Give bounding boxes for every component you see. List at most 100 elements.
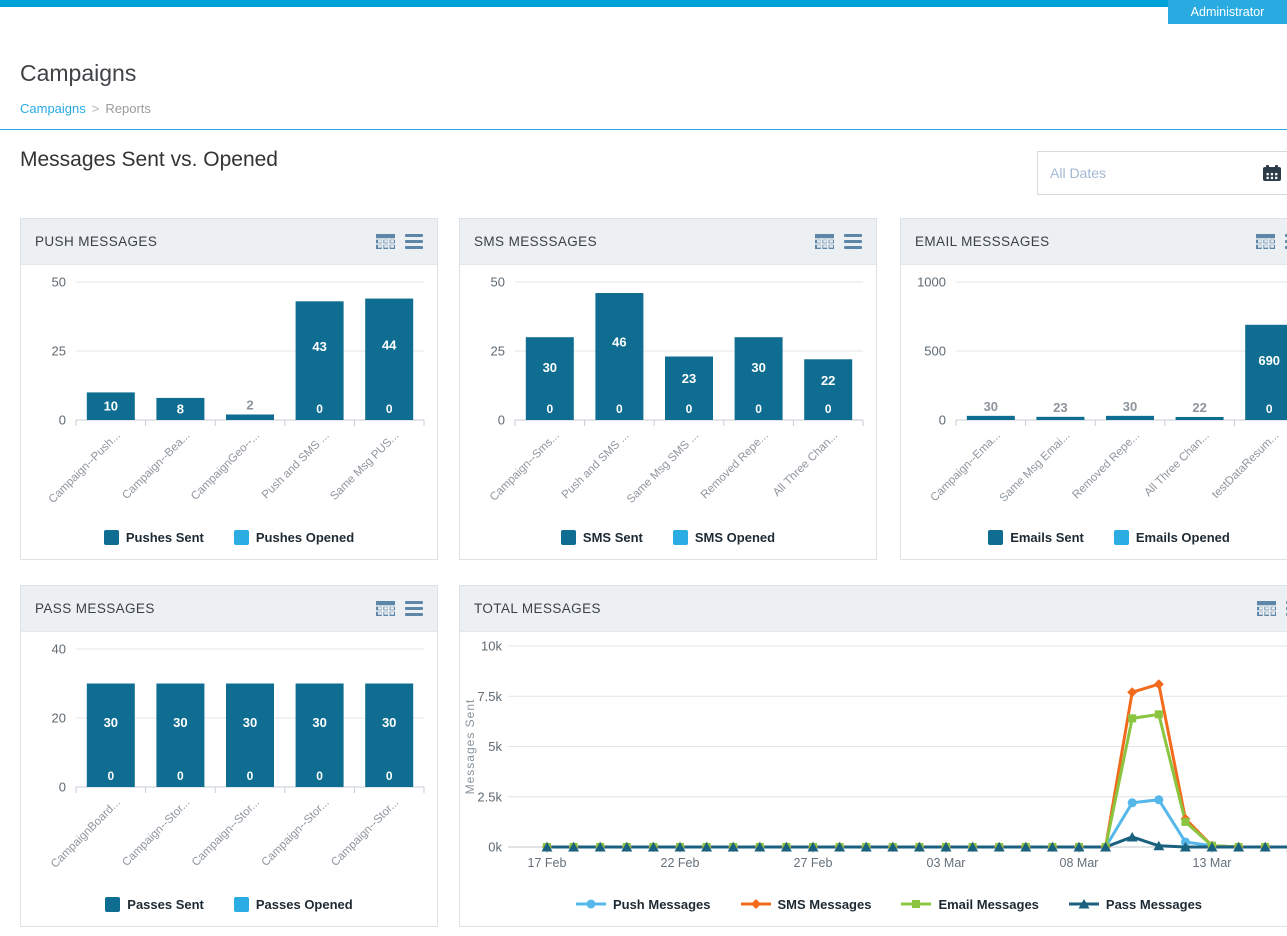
push-legend: Pushes Sent Pushes Opened [21,515,437,559]
legend-item[interactable]: SMS Sent [560,529,643,545]
legend-swatch [1068,899,1099,909]
menu-icon[interactable] [405,234,423,249]
svg-text:CampaignGeo--...: CampaignGeo--... [189,430,262,503]
date-filter-value: All Dates [1050,165,1107,181]
legend-item[interactable]: Passes Opened [233,896,353,912]
svg-text:Push and SMS ...: Push and SMS ... [560,430,632,502]
date-filter-input[interactable]: All Dates [1037,151,1287,195]
svg-text:27 Feb: 27 Feb [794,856,833,870]
svg-text:Removed Repe...: Removed Repe... [699,430,771,502]
svg-text:0: 0 [1266,402,1273,416]
table-view-icon[interactable] [1257,601,1276,616]
svg-text:2: 2 [246,397,253,412]
section-title: Messages Sent vs. Opened [20,148,278,171]
legend-item[interactable]: Emails Sent [988,529,1084,545]
panel-title: SMS MESSSAGES [474,234,597,249]
legend-swatch [233,529,249,545]
svg-text:Removed Repe...: Removed Repe... [1070,430,1142,502]
panel-header: EMAIL MESSSAGES [901,219,1287,265]
svg-text:0: 0 [616,402,623,416]
panel-email-messages: EMAIL MESSSAGES 0 500 1000 30 Campaign--Ema..… [900,218,1287,560]
svg-text:0: 0 [386,769,393,783]
svg-text:44: 44 [382,338,397,353]
panel-sms-messages: SMS MESSSAGES 0 25 50 30 0 Campaign--Sms... 46 0… [459,218,877,560]
top-bar [0,0,1287,7]
sms-legend: SMS Sent SMS Opened [460,515,876,559]
breadcrumb: Campaigns > Reports [20,101,151,116]
svg-text:20: 20 [52,711,66,726]
calendar-icon[interactable] [1262,165,1282,182]
svg-text:0: 0 [498,413,505,428]
legend-swatch [672,529,688,545]
svg-text:Campaign--Ema...: Campaign--Ema... [928,430,1002,504]
panel-total-messages: TOTAL MESSAGES 0k 2.5k 5k 7.5k 10k Messages Se… [459,585,1287,927]
legend-item[interactable]: Email Messages [901,896,1039,912]
svg-text:Campaign--Stor...: Campaign--Stor... [260,797,332,869]
panel-header: PUSH MESSAGES [21,219,437,265]
breadcrumb-current: Reports [105,101,151,116]
legend-swatch [105,896,121,912]
legend-swatch [575,899,606,909]
svg-text:30: 30 [1123,399,1137,414]
legend-label: Email Messages [938,896,1039,912]
administrator-button[interactable]: Administrator [1168,0,1287,24]
email-legend: Emails Sent Emails Opened [901,515,1287,559]
svg-text:Messages Sent: Messages Sent [463,699,477,795]
menu-icon[interactable] [844,234,862,249]
table-view-icon[interactable] [1256,234,1275,249]
legend-item[interactable]: Pushes Sent [103,529,204,545]
legend-item[interactable]: SMS Opened [672,529,776,545]
svg-text:30: 30 [751,360,765,375]
legend-label: Pushes Sent [125,529,204,545]
legend-item[interactable]: Passes Sent [105,896,204,912]
table-view-icon[interactable] [376,601,395,616]
svg-text:30: 30 [543,360,557,375]
svg-text:23: 23 [682,371,696,386]
svg-text:30: 30 [382,715,396,730]
svg-text:30: 30 [104,715,118,730]
total-chart: 0k 2.5k 5k 7.5k 10k Messages Sent 17 Feb 22 Feb… [460,632,1287,882]
svg-text:testDataResum...: testDataResum... [1210,430,1281,501]
legend-label: Pushes Opened [255,529,355,545]
legend-label: SMS Sent [582,529,643,545]
svg-text:0k: 0k [488,840,502,855]
svg-text:Campaign--Stor...: Campaign--Stor... [329,797,401,869]
menu-icon[interactable] [1285,234,1287,249]
legend-item[interactable]: SMS Messages [740,897,871,912]
breadcrumb-campaigns-link[interactable]: Campaigns [20,101,86,116]
svg-text:0: 0 [939,413,946,428]
menu-icon[interactable] [405,601,423,616]
svg-text:Campaign--Push...: Campaign--Push... [47,430,123,506]
breadcrumb-separator: > [91,101,100,116]
svg-text:25: 25 [491,344,505,359]
svg-text:25: 25 [52,344,66,359]
svg-text:23: 23 [1053,400,1067,415]
table-view-icon[interactable] [376,234,395,249]
svg-text:43: 43 [312,339,326,354]
table-view-icon[interactable] [815,234,834,249]
legend-item[interactable]: Pass Messages [1068,897,1202,912]
svg-text:5k: 5k [488,739,502,754]
svg-text:30: 30 [173,715,187,730]
page-title: Campaigns [20,60,137,86]
svg-text:46: 46 [612,334,626,349]
legend-item[interactable]: Push Messages [575,896,711,912]
legend-item[interactable]: Pushes Opened [233,529,355,545]
legend-item[interactable]: Emails Opened [1113,529,1230,545]
svg-text:All Three Chan...: All Three Chan... [1142,430,1211,499]
legend-label: Push Messages [612,896,711,912]
svg-text:Same Msg SMS ...: Same Msg SMS ... [625,430,701,506]
svg-text:0: 0 [755,402,762,416]
total-legend: Push Messages SMS Messages Email Messages P… [460,882,1287,926]
svg-text:0: 0 [546,402,553,416]
svg-text:0: 0 [316,769,323,783]
svg-text:Campaign--Bea...: Campaign--Bea... [120,430,192,502]
panel-title: TOTAL MESSAGES [474,601,601,616]
svg-text:0: 0 [59,780,66,795]
panel-pass-messages: PASS MESSAGES 0 20 40 30 0 CampaignBoard... 30 0… [20,585,438,927]
pass-legend: Passes Sent Passes Opened [21,882,437,926]
legend-label: SMS Opened [694,529,776,545]
svg-text:Push and SMS ...: Push and SMS ... [260,430,332,502]
svg-text:30: 30 [243,715,257,730]
legend-swatch [1113,529,1129,545]
